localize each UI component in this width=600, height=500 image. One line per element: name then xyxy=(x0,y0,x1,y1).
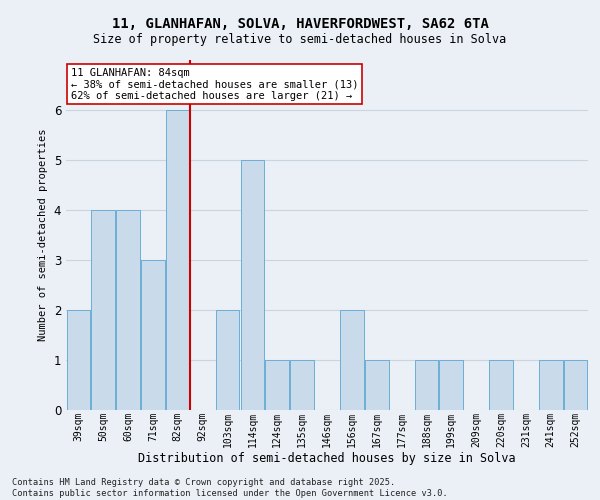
X-axis label: Distribution of semi-detached houses by size in Solva: Distribution of semi-detached houses by … xyxy=(138,452,516,465)
Bar xyxy=(340,310,364,410)
Bar xyxy=(439,360,463,410)
Text: Size of property relative to semi-detached houses in Solva: Size of property relative to semi-detach… xyxy=(94,32,506,46)
Text: Contains HM Land Registry data © Crown copyright and database right 2025.
Contai: Contains HM Land Registry data © Crown c… xyxy=(12,478,448,498)
Bar xyxy=(539,360,563,410)
Bar xyxy=(216,310,239,410)
Bar xyxy=(141,260,165,410)
Bar xyxy=(290,360,314,410)
Bar xyxy=(265,360,289,410)
Bar xyxy=(166,110,190,410)
Y-axis label: Number of semi-detached properties: Number of semi-detached properties xyxy=(38,128,48,341)
Bar xyxy=(365,360,389,410)
Text: 11 GLANHAFAN: 84sqm
← 38% of semi-detached houses are smaller (13)
62% of semi-d: 11 GLANHAFAN: 84sqm ← 38% of semi-detach… xyxy=(71,68,358,100)
Text: 11, GLANHAFAN, SOLVA, HAVERFORDWEST, SA62 6TA: 11, GLANHAFAN, SOLVA, HAVERFORDWEST, SA6… xyxy=(112,18,488,32)
Bar xyxy=(241,160,264,410)
Bar xyxy=(489,360,513,410)
Bar xyxy=(116,210,140,410)
Bar xyxy=(91,210,115,410)
Bar xyxy=(564,360,587,410)
Bar xyxy=(67,310,90,410)
Bar xyxy=(415,360,438,410)
